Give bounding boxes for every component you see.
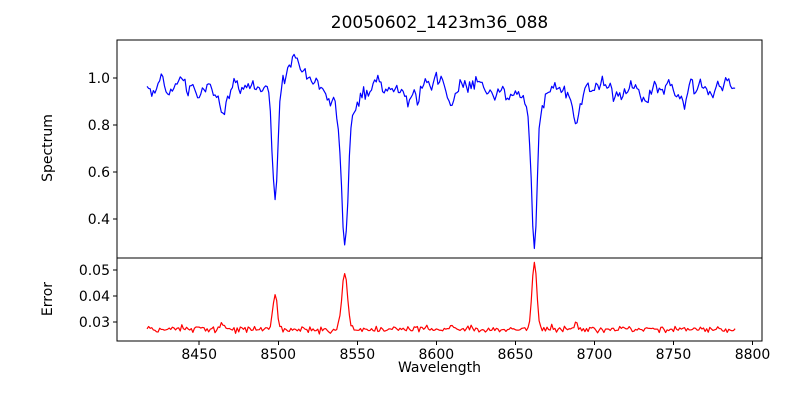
x-tick-label: 8500 [260,347,296,363]
x-tick-label: 8700 [577,347,613,363]
y-tick-label: 1.0 [88,71,110,87]
y-tick-label: 0.04 [79,289,110,305]
spectrum-line [146,53,736,250]
error-panel-frame [116,257,763,342]
y-tick-label: 0.03 [79,315,110,331]
y-tick-label: 0.6 [88,165,110,181]
chart-title: 20050602_1423m36_088 [330,13,549,33]
x-tick-label: 8750 [656,347,692,363]
spectrum-panel-frame [116,39,763,259]
error-line [146,261,736,335]
x-tick-label: 8650 [498,347,534,363]
x-tick-label: 8800 [735,347,771,363]
x-axis-label: Wavelength [397,360,482,376]
y-tick-label: 0.4 [88,212,110,228]
y-tick-label: 0.8 [88,118,110,134]
x-tick-label: 8450 [181,347,217,363]
y-tick-label: 0.05 [79,263,110,279]
x-tick-label: 8600 [419,347,455,363]
x-tick-label: 8550 [339,347,375,363]
